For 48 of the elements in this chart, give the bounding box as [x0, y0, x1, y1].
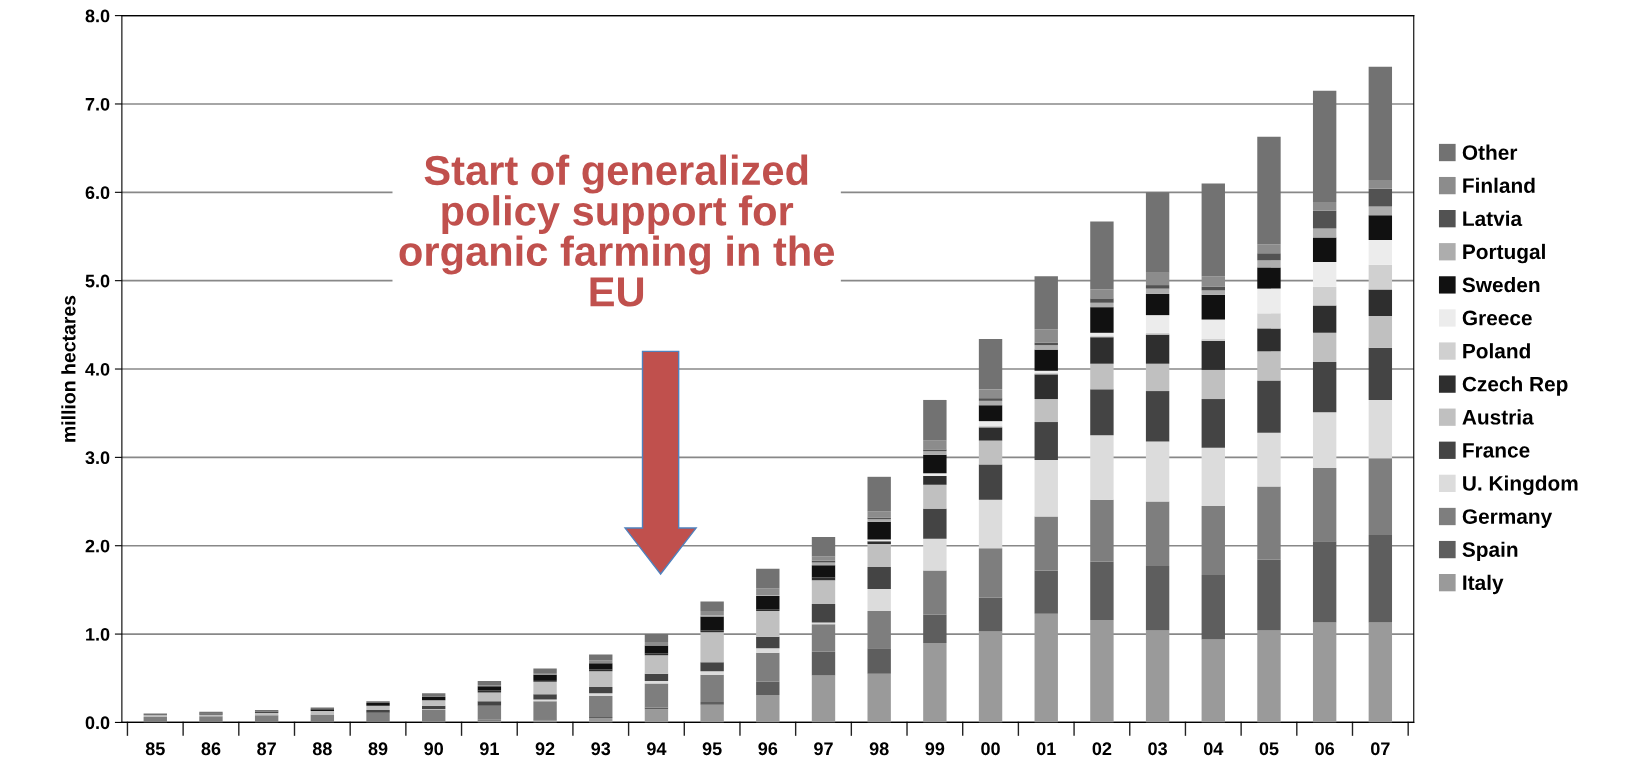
x-tick-label: 96	[758, 742, 778, 756]
y-axis-title: million hectares	[61, 295, 76, 442]
y-tick-label: 8.0	[85, 9, 110, 23]
legend-label: Germany	[1462, 509, 1553, 529]
y-tick-label: 5.0	[85, 274, 110, 288]
y-tick-label: 2.0	[85, 539, 110, 553]
x-tick-label: 90	[424, 742, 444, 756]
x-tick-label: 06	[1315, 742, 1335, 756]
y-tick-label: 1.0	[86, 628, 110, 641]
x-tick-label: 88	[312, 742, 332, 756]
x-tick-label: 86	[201, 742, 221, 756]
x-tick-label: 92	[535, 742, 555, 756]
x-tick-label: 94	[647, 742, 667, 756]
x-tick-label: 07	[1371, 742, 1390, 756]
y-tick-label: 0.0	[85, 716, 110, 730]
x-tick-label: 99	[925, 742, 945, 756]
x-tick-label: 87	[257, 742, 276, 756]
legend-label: Other	[1462, 144, 1518, 160]
legend-label: U. Kingdom	[1463, 475, 1578, 495]
x-tick-label: 93	[591, 742, 611, 756]
x-tick-label: 04	[1203, 742, 1224, 756]
x-tick-label: 05	[1259, 742, 1279, 756]
legend-label: Latvia	[1463, 210, 1523, 227]
legend-label: Sweden	[1462, 277, 1540, 293]
legend-label: France	[1463, 443, 1530, 458]
legend-label: Portugal	[1463, 243, 1545, 264]
x-tick-label: 00	[981, 742, 1000, 756]
x-tick-label: 02	[1092, 742, 1112, 756]
y-tick-label: 6.0	[85, 186, 110, 200]
x-tick-label: 01	[1036, 742, 1056, 756]
x-tick-label: 03	[1148, 742, 1167, 756]
legend-label: Finland	[1463, 177, 1535, 193]
y-tick-label: 3.0	[85, 451, 110, 465]
legend-label: Spain	[1462, 541, 1518, 562]
x-tick-label: 98	[869, 742, 889, 756]
legend-label: Greece	[1462, 310, 1532, 326]
x-tick-label: 95	[702, 742, 722, 756]
legend-label: Austria	[1462, 409, 1534, 425]
annotation: Start of generalized policy support for organic farming in the EU	[399, 154, 835, 307]
x-tick-label: 97	[814, 742, 833, 756]
y-tick-label: 4.0	[85, 362, 110, 376]
legend-label: Czech Rep	[1462, 376, 1568, 396]
x-tick-label: 89	[368, 742, 388, 756]
legend-label: Italy	[1463, 574, 1504, 595]
y-tick-label: 7.0	[85, 97, 110, 111]
x-tick-label: 91	[479, 742, 499, 756]
legend-label: Poland	[1463, 343, 1530, 359]
x-tick-label: 85	[145, 742, 165, 756]
